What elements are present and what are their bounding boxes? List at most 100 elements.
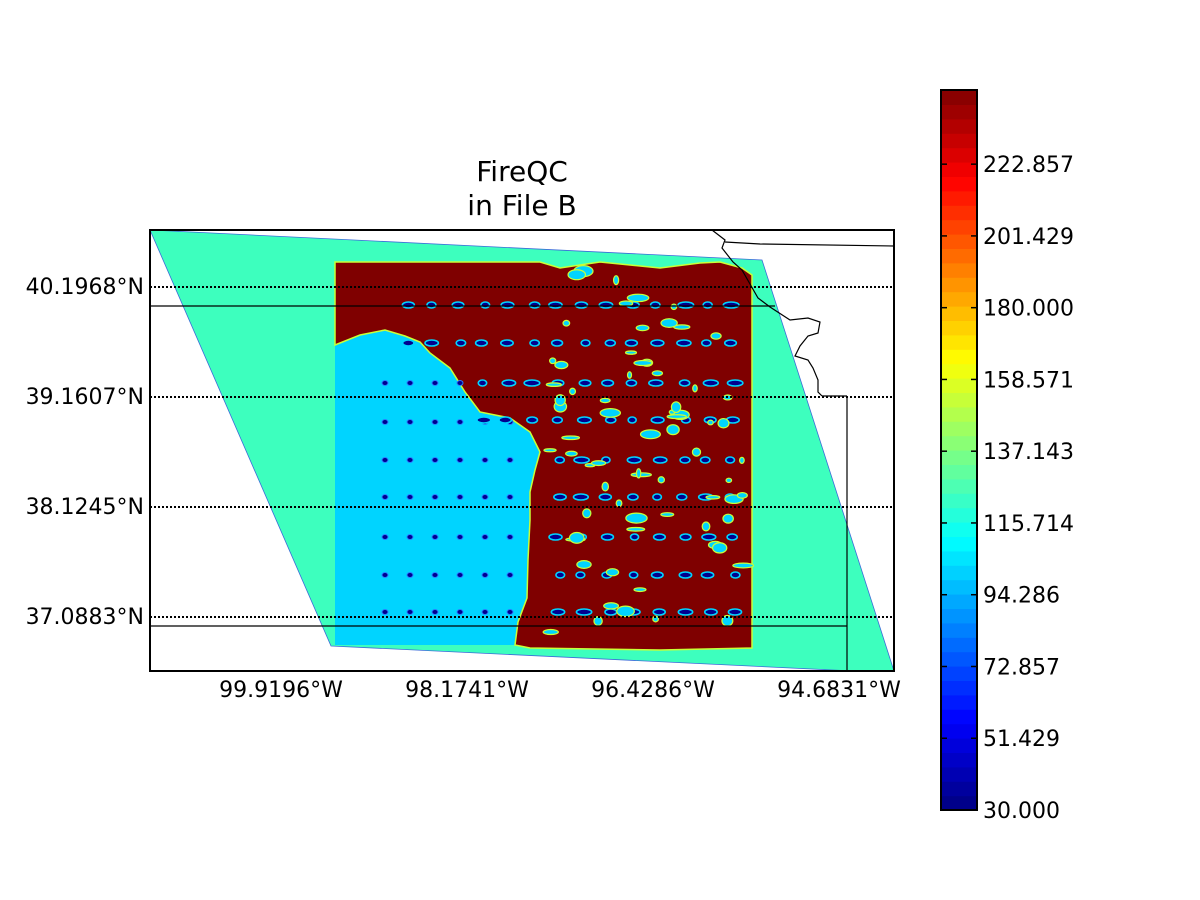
- speck: [601, 481, 610, 492]
- speck: [401, 301, 416, 309]
- speck: [578, 379, 592, 387]
- speck: [506, 494, 514, 500]
- colorbar-bands: [941, 90, 977, 811]
- colorbar-band: [941, 723, 977, 739]
- speck: [635, 324, 650, 332]
- speck: [553, 493, 567, 501]
- speck: [401, 339, 415, 347]
- speck: [726, 533, 739, 541]
- colorbar-band: [941, 536, 977, 552]
- speck: [600, 533, 615, 541]
- colorbar-band: [941, 205, 977, 221]
- colorbar-band: [941, 349, 977, 365]
- colorbar-band: [941, 752, 977, 768]
- lat-labels: 40.1968°N 39.1607°N 38.1245°N 37.0883°N: [26, 275, 144, 630]
- speck: [575, 571, 586, 579]
- speck: [703, 608, 718, 616]
- speck: [677, 608, 694, 616]
- speck: [599, 408, 622, 418]
- speck: [605, 568, 620, 577]
- speck: [676, 493, 688, 501]
- colorbar-band: [941, 421, 977, 437]
- lon-label-4: 94.6831°W: [777, 678, 901, 703]
- colorbar-tick-label: 137.143: [983, 440, 1074, 465]
- speck: [506, 534, 514, 540]
- speck: [431, 457, 439, 463]
- colorbar-tick-label: 222.857: [983, 153, 1074, 178]
- speck: [406, 494, 414, 500]
- speck: [477, 379, 488, 387]
- speck: [700, 339, 712, 347]
- speck: [650, 416, 665, 424]
- state-borders: [150, 230, 894, 671]
- colorbar-ticks: 30.000 51.429 72.857 94.286 115.714 137.143 15…: [941, 153, 1074, 824]
- lon-labels: 99.9196°W 98.1741°W 96.4286°W 94.6831°W: [219, 678, 901, 703]
- speck: [657, 476, 666, 484]
- speck: [476, 416, 492, 424]
- speck: [635, 468, 642, 479]
- speck: [451, 301, 465, 309]
- speck: [506, 457, 514, 463]
- colorbar-band: [941, 435, 977, 451]
- colorbar-band: [941, 781, 977, 797]
- speck: [660, 512, 675, 518]
- speck: [480, 301, 491, 309]
- lat-label-4: 37.0883°N: [26, 605, 144, 630]
- speck: [679, 533, 692, 541]
- lat-label-1: 40.1968°N: [26, 275, 144, 300]
- speck: [381, 419, 389, 425]
- speck: [725, 477, 733, 484]
- colorbar-tick-label: 201.429: [983, 225, 1074, 250]
- speck: [701, 521, 711, 532]
- speck: [568, 531, 585, 544]
- colorbar-band: [941, 306, 977, 321]
- speck: [670, 401, 682, 414]
- colorbar-band: [941, 594, 977, 609]
- speck: [678, 571, 693, 579]
- speck: [651, 370, 664, 377]
- speck: [724, 456, 736, 464]
- speck: [456, 380, 464, 386]
- speck: [381, 534, 389, 540]
- speck: [618, 300, 634, 307]
- speck: [730, 571, 741, 579]
- speck: [639, 429, 661, 440]
- speck: [426, 301, 437, 309]
- speck: [573, 456, 590, 464]
- speck: [406, 534, 414, 540]
- speck: [666, 414, 687, 420]
- speck: [666, 424, 680, 436]
- colorbar-band: [941, 450, 977, 465]
- colorbar-band: [941, 234, 977, 249]
- speck: [575, 608, 593, 616]
- speck: [705, 494, 721, 500]
- speck: [431, 534, 439, 540]
- colorbar-band: [941, 291, 977, 307]
- speck: [649, 301, 661, 309]
- speck: [580, 339, 591, 347]
- speck: [529, 339, 541, 347]
- speck: [652, 456, 668, 464]
- speck: [633, 359, 653, 367]
- speck: [738, 456, 745, 464]
- speck: [670, 303, 678, 311]
- speck: [624, 350, 638, 355]
- speck: [736, 491, 748, 499]
- speck: [381, 380, 389, 386]
- speck: [528, 301, 541, 309]
- speck: [576, 560, 592, 569]
- speck: [616, 605, 635, 618]
- speck: [381, 609, 389, 615]
- colorbar-band: [941, 464, 977, 480]
- speck: [406, 572, 414, 578]
- speck: [456, 534, 464, 540]
- lon-label-1: 99.9196°W: [219, 678, 343, 703]
- speck: [550, 339, 564, 347]
- speck: [554, 360, 569, 370]
- colorbar-band: [941, 507, 977, 523]
- speck: [569, 387, 577, 396]
- speck: [567, 269, 587, 281]
- plot-title-line1: FireQC: [476, 155, 568, 188]
- speck: [604, 339, 617, 347]
